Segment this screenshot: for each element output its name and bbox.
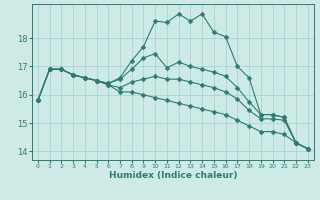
X-axis label: Humidex (Indice chaleur): Humidex (Indice chaleur) <box>108 171 237 180</box>
